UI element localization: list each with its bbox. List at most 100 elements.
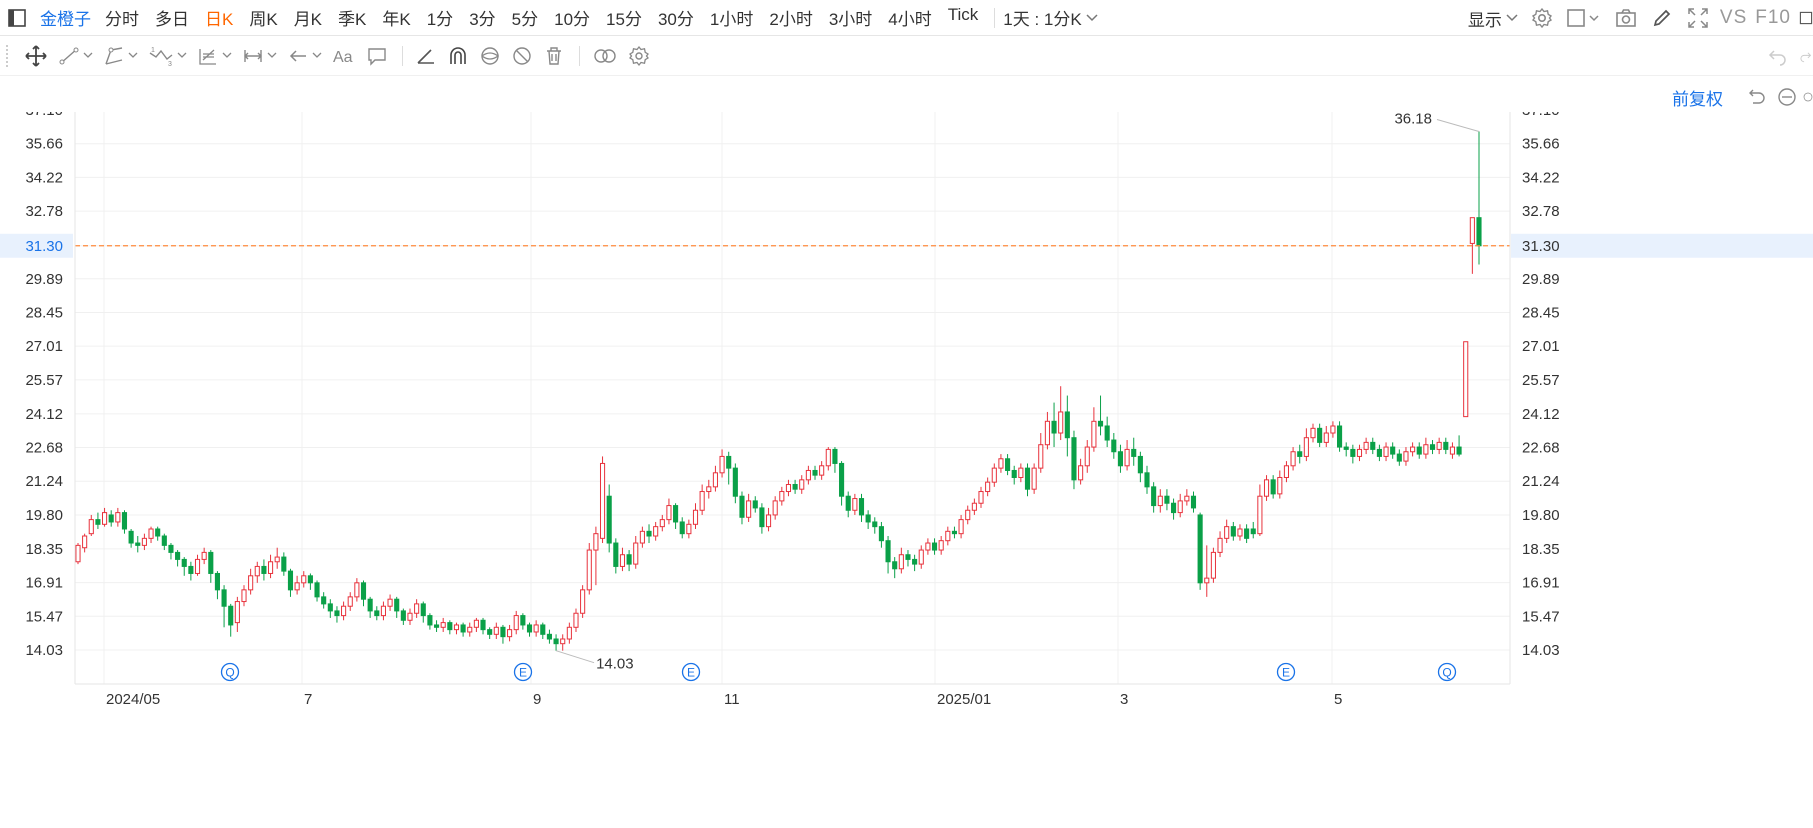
arrow-tool-icon[interactable] xyxy=(287,42,322,70)
candle-body xyxy=(998,458,1004,469)
candle-body xyxy=(560,638,566,645)
undo-icon[interactable] xyxy=(1763,42,1791,70)
candle-body xyxy=(1403,451,1409,462)
eye-icon[interactable] xyxy=(479,42,501,70)
period-tab[interactable]: 4小时 xyxy=(888,10,932,29)
square-icon[interactable] xyxy=(1564,4,1604,32)
candle-body xyxy=(115,512,121,523)
candle-body xyxy=(1144,472,1150,488)
period-tab[interactable]: Tick xyxy=(947,5,979,24)
candle-body xyxy=(1337,425,1343,448)
fullscreen-icon[interactable] xyxy=(1684,4,1712,32)
candles: 36.18 14.03 xyxy=(75,112,1510,673)
y-tick-label-right: 35.66 xyxy=(1522,136,1560,153)
vs-button[interactable]: VS xyxy=(1719,7,1748,28)
undo-redo xyxy=(1763,36,1813,76)
candle-body xyxy=(619,554,626,567)
candle-body xyxy=(141,537,147,546)
period-tab[interactable]: 10分 xyxy=(554,10,591,29)
line-tool-icon[interactable] xyxy=(58,42,93,70)
candle-body xyxy=(1370,441,1376,450)
link-icon[interactable] xyxy=(592,42,618,70)
settings-icon[interactable] xyxy=(628,42,650,70)
y-tick-label-left: 14.03 xyxy=(25,642,63,659)
reset-icon[interactable] xyxy=(1743,83,1771,111)
period-tab[interactable]: 15分 xyxy=(606,10,642,29)
candle-body xyxy=(400,610,406,621)
comment-tool-icon[interactable] xyxy=(366,42,388,70)
candle-body xyxy=(653,526,659,537)
camera-icon[interactable] xyxy=(1612,4,1640,32)
candle-body xyxy=(1011,469,1017,478)
period-tab[interactable]: 月K xyxy=(293,10,323,29)
magnet-icon[interactable] xyxy=(447,42,469,70)
candle-body xyxy=(194,558,201,574)
candle-body xyxy=(367,598,373,612)
candle-body xyxy=(931,542,938,551)
y-tick-label-right: 25.57 xyxy=(1522,372,1560,389)
panel-icon[interactable] xyxy=(1799,4,1813,32)
f10-button[interactable]: F10 xyxy=(1755,7,1791,28)
period-tab[interactable]: 5分 xyxy=(511,10,539,29)
period-tab[interactable]: 1小时 xyxy=(709,10,754,29)
event-circle-label: E xyxy=(519,666,527,680)
period-tab[interactable]: 30分 xyxy=(657,10,694,29)
redo-icon[interactable] xyxy=(1799,42,1813,70)
drag-handle[interactable] xyxy=(6,44,14,67)
candle-body xyxy=(1290,451,1296,467)
period-tab[interactable]: 季K xyxy=(338,10,367,29)
period-tab[interactable]: 多日 xyxy=(155,10,189,29)
adjust-mode-button[interactable]: 前复权 xyxy=(1672,89,1723,109)
candle-body xyxy=(925,542,931,551)
display-menu[interactable]: 显示 xyxy=(1468,6,1518,31)
period-tab[interactable]: 3分 xyxy=(469,10,496,29)
candle-body xyxy=(460,624,466,633)
candle-body xyxy=(1449,446,1455,455)
candle-body xyxy=(1190,495,1197,509)
trash-icon[interactable] xyxy=(543,42,565,70)
fib-tool-icon[interactable] xyxy=(197,42,232,70)
period-tab[interactable]: 周K xyxy=(249,10,278,29)
candle-body xyxy=(958,519,964,535)
more-icon[interactable] xyxy=(1803,83,1813,111)
period-tab[interactable]: 日K xyxy=(205,10,234,29)
symbol-name[interactable]: 金橙子 xyxy=(40,10,91,29)
gear-icon[interactable] xyxy=(1528,4,1556,32)
candle-body xyxy=(427,615,433,626)
period-tab[interactable]: 年K xyxy=(382,10,411,29)
candle-body xyxy=(360,582,367,600)
candle-body xyxy=(892,561,898,570)
period-tab[interactable]: 1分 xyxy=(426,10,454,29)
event-circle xyxy=(513,662,533,682)
candle-body xyxy=(520,615,526,626)
angle-tool-icon[interactable] xyxy=(415,42,437,70)
period-tab[interactable]: 分时 xyxy=(105,10,139,29)
move-icon[interactable] xyxy=(24,42,48,70)
candle-body xyxy=(1317,427,1323,443)
pencil-icon[interactable] xyxy=(1648,4,1676,32)
candle-body xyxy=(546,633,552,640)
sidebar-toggle-icon[interactable] xyxy=(6,7,28,29)
measure-tool-icon[interactable] xyxy=(242,42,277,70)
candle-body xyxy=(155,528,161,537)
candle-body xyxy=(533,624,539,633)
period-tab[interactable]: 3小时 xyxy=(828,10,873,29)
candle-body xyxy=(128,530,134,544)
period-tab[interactable]: 2小时 xyxy=(769,10,813,29)
x-tick-label: 5 xyxy=(1334,691,1342,708)
candle-body xyxy=(407,612,413,621)
hide-icon[interactable] xyxy=(511,42,533,70)
y-tick-label-right: 24.12 xyxy=(1522,406,1560,423)
divider xyxy=(402,45,403,66)
candle-body xyxy=(493,626,499,635)
minus-icon[interactable] xyxy=(1773,83,1801,111)
text-tool-icon[interactable]: Aa xyxy=(332,42,356,70)
y-tick-label-left: 28.45 xyxy=(25,304,63,321)
candle-body xyxy=(719,455,725,474)
channel-tool-icon[interactable] xyxy=(103,42,138,70)
kline-chart[interactable]: 36.18 14.03 Q E E E Q 37.10 37.10 35.66 35.66 34.… xyxy=(0,112,1813,828)
interval-select[interactable]: 1天 : 1分K xyxy=(1003,5,1098,30)
candle-body xyxy=(1257,495,1263,535)
